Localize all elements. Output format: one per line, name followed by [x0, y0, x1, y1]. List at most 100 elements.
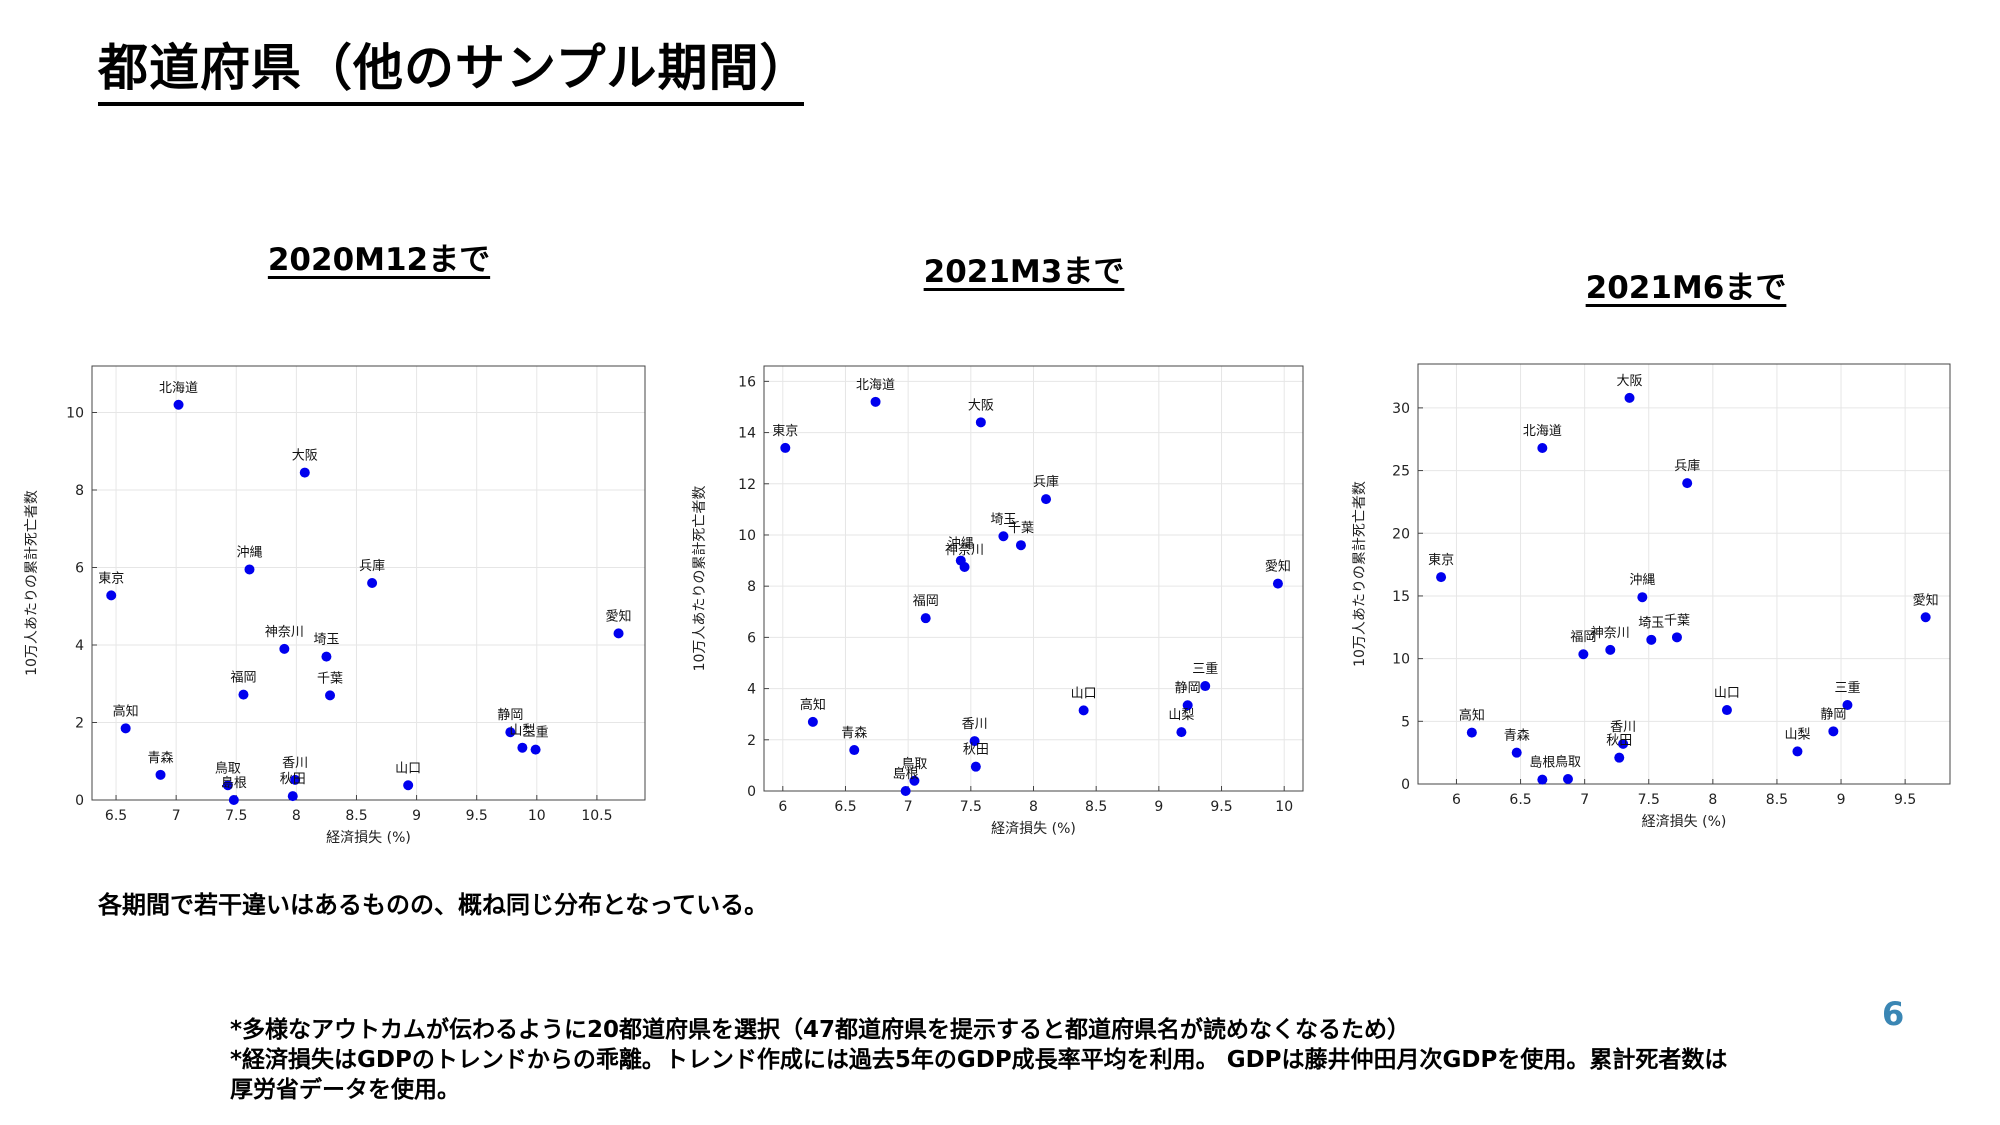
- x-tick-label: 10: [1275, 799, 1293, 815]
- data-point: [1578, 649, 1589, 660]
- footnote-line: *経済損失はGDPのトレンドからの乖離。トレンド作成には過去5年のGDP成長率平…: [230, 1047, 1728, 1073]
- x-tick-label: 9.5: [1210, 799, 1232, 815]
- data-point: [222, 780, 233, 791]
- data-point-label: 香川: [282, 756, 308, 771]
- data-point: [1792, 746, 1803, 757]
- data-point: [1562, 773, 1573, 784]
- x-tick-label: 8: [1708, 792, 1717, 808]
- data-point: [909, 775, 920, 786]
- y-tick-label: 6: [747, 630, 756, 646]
- data-point-label: 秋田: [963, 743, 989, 758]
- data-point: [1537, 774, 1548, 785]
- data-point: [870, 396, 881, 407]
- data-point-label: 埼玉: [313, 633, 339, 648]
- data-point-label: 北海道: [159, 381, 198, 396]
- data-point: [1624, 392, 1635, 403]
- data-point: [613, 628, 624, 639]
- y-axis-label: 10万人あたりの累計死亡者数: [24, 490, 40, 676]
- data-point-label: 島根: [221, 776, 247, 791]
- y-tick-label: 8: [747, 579, 756, 595]
- data-point-label: 埼玉: [1638, 616, 1664, 631]
- data-point-label: 青森: [148, 751, 174, 766]
- y-tick-label: 0: [75, 793, 84, 809]
- data-point: [299, 467, 310, 478]
- data-point-label: 神奈川: [265, 625, 304, 640]
- data-point-label: 兵庫: [359, 559, 385, 574]
- x-tick-label: 10.5: [581, 808, 612, 824]
- data-point-label: 東京: [98, 570, 124, 586]
- x-axis-label: 経済損失 (%): [1642, 814, 1727, 830]
- slide-title: 都道府県（他のサンプル期間）: [98, 28, 810, 106]
- data-point: [1842, 700, 1853, 711]
- data-point: [106, 590, 117, 601]
- data-point: [1618, 738, 1629, 749]
- data-point: [1682, 478, 1693, 489]
- data-point-label: 高知: [1459, 708, 1485, 724]
- y-tick-label: 30: [1392, 401, 1410, 417]
- data-point: [530, 744, 541, 755]
- data-point: [969, 736, 980, 747]
- data-point-label: 福岡: [230, 671, 256, 686]
- data-point: [975, 417, 986, 428]
- data-point: [228, 795, 239, 805]
- data-point: [1015, 540, 1026, 551]
- x-tick-label: 6.5: [1509, 792, 1531, 808]
- x-tick-label: 8.5: [1766, 792, 1788, 808]
- data-point: [403, 780, 414, 791]
- data-point-label: 鳥取: [901, 757, 927, 772]
- x-axis-label: 経済損失 (%): [326, 830, 411, 846]
- data-point: [920, 613, 931, 624]
- data-point-label: 山口: [1714, 686, 1740, 701]
- y-tick-label: 20: [1392, 526, 1410, 542]
- x-tick-label: 9.5: [1894, 792, 1916, 808]
- data-point-label: 大阪: [1617, 374, 1643, 389]
- data-point-label: 沖縄: [948, 537, 974, 552]
- footnote-line: *多様なアウトカムが伝わるように20都道府県を選択（47都道府県を提示すると都道…: [230, 1017, 1411, 1043]
- x-tick-label: 9: [412, 808, 421, 824]
- y-axis-label: 10万人あたりの累計死亡者数: [1352, 481, 1368, 667]
- footnote-line: 厚労省データを使用。: [230, 1077, 460, 1103]
- data-point: [1637, 592, 1648, 603]
- data-point-label: 山口: [1071, 686, 1097, 701]
- x-tick-label: 6: [1452, 792, 1461, 808]
- grid: [92, 366, 645, 801]
- x-tick-label: 7.5: [225, 808, 247, 824]
- data-point-label: 沖縄: [236, 545, 262, 560]
- data-point-label: 千葉: [1664, 613, 1690, 628]
- data-point: [1272, 578, 1283, 589]
- chart-title-2021m3: 2021M3まで: [923, 254, 1125, 290]
- x-tick-label: 7.5: [1638, 792, 1660, 808]
- chart-title-2020m12: 2020M12まで: [267, 242, 491, 278]
- chart-title-2021m6: 2021M6まで: [1585, 270, 1787, 306]
- data-point-label: 静岡: [1820, 707, 1846, 722]
- data-point: [287, 791, 298, 802]
- data-point-label: 愛知: [1913, 592, 1939, 608]
- x-tick-label: 8.5: [345, 808, 367, 824]
- data-point-label: 青森: [841, 726, 867, 741]
- plot-frame: [1417, 363, 1951, 785]
- data-point-label: 千葉: [317, 671, 343, 686]
- y-tick-label: 6: [75, 561, 84, 577]
- data-point-label: 香川: [962, 717, 988, 732]
- y-tick-label: 10: [1392, 652, 1410, 668]
- data-point-label: 北海道: [856, 378, 895, 393]
- data-point: [155, 769, 166, 780]
- footnotes: *多様なアウトカムが伝わるように20都道府県を選択（47都道府県を提示すると都道…: [230, 1015, 1727, 1105]
- page-number: 6: [1882, 995, 1905, 1033]
- data-point-label: 東京: [1428, 552, 1454, 568]
- y-tick-label: 2: [75, 716, 84, 732]
- data-point: [1828, 726, 1839, 737]
- data-point-label: 島根: [893, 767, 919, 782]
- data-point: [1041, 494, 1052, 505]
- y-tick-label: 4: [75, 638, 84, 654]
- data-point: [1537, 443, 1548, 453]
- data-point-label: 三重: [1192, 661, 1218, 677]
- data-point: [849, 745, 860, 756]
- data-point-label: 沖縄: [1629, 573, 1655, 588]
- summary-text: 各期間で若干違いはあるものの、概ね同じ分布となっている。: [98, 891, 769, 919]
- data-point-label: 山口: [395, 761, 421, 776]
- data-point-label: 福岡: [1570, 630, 1596, 645]
- x-tick-label: 7: [172, 808, 181, 824]
- x-tick-label: 6.5: [834, 799, 856, 815]
- data-point-label: 福岡: [913, 594, 939, 609]
